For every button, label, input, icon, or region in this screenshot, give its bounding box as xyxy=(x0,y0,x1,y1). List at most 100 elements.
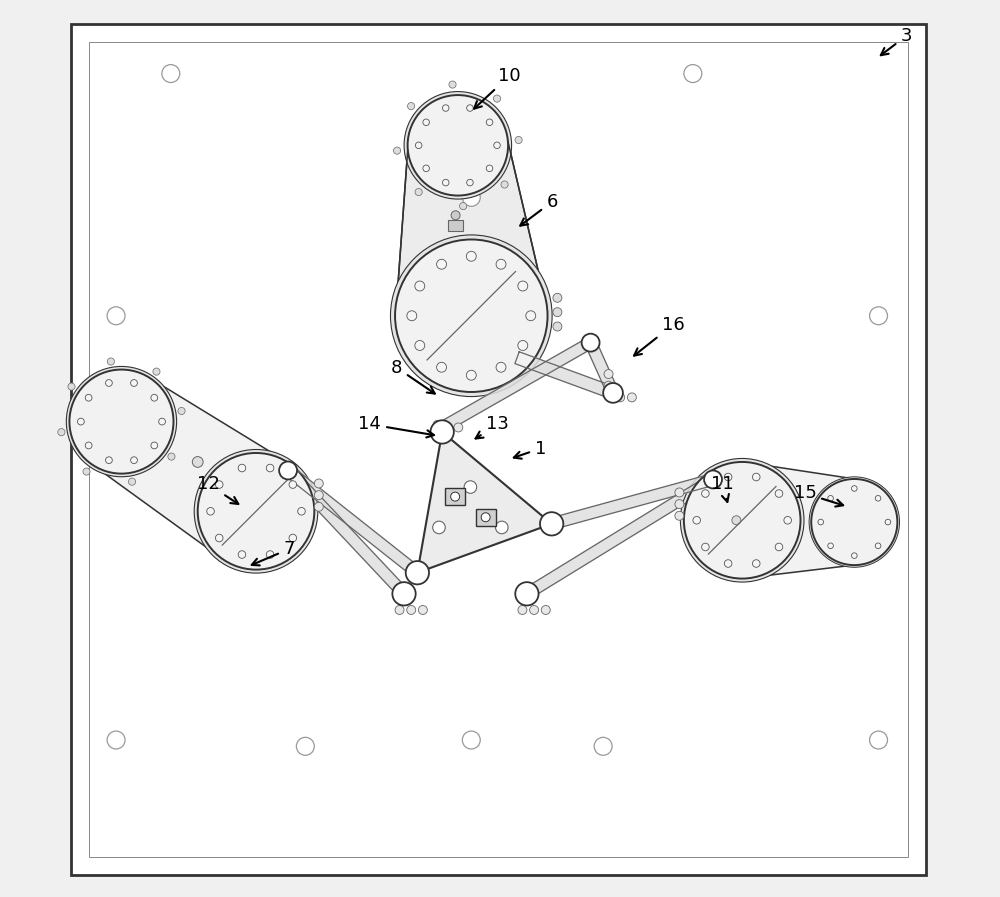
Circle shape xyxy=(58,429,65,436)
Circle shape xyxy=(238,465,246,472)
Circle shape xyxy=(168,453,175,460)
Polygon shape xyxy=(439,337,593,432)
Circle shape xyxy=(192,457,203,467)
Circle shape xyxy=(809,477,900,567)
Circle shape xyxy=(875,543,881,549)
Circle shape xyxy=(702,544,709,551)
Circle shape xyxy=(83,468,90,475)
Bar xyxy=(448,220,463,231)
Circle shape xyxy=(106,379,112,387)
Circle shape xyxy=(518,341,528,351)
Circle shape xyxy=(467,105,473,111)
Circle shape xyxy=(828,495,833,501)
Circle shape xyxy=(131,379,137,387)
Text: 3: 3 xyxy=(881,27,912,56)
Circle shape xyxy=(467,179,473,186)
Circle shape xyxy=(460,203,467,210)
Circle shape xyxy=(530,605,539,614)
Circle shape xyxy=(852,553,857,559)
Circle shape xyxy=(418,605,427,614)
Circle shape xyxy=(481,513,490,522)
Circle shape xyxy=(314,479,323,488)
Circle shape xyxy=(289,481,297,488)
Text: 10: 10 xyxy=(474,67,520,109)
Circle shape xyxy=(870,731,888,749)
Circle shape xyxy=(464,481,477,493)
Circle shape xyxy=(442,179,449,186)
Circle shape xyxy=(466,251,476,261)
Circle shape xyxy=(433,521,445,534)
Circle shape xyxy=(107,307,125,325)
Circle shape xyxy=(162,65,180,83)
Circle shape xyxy=(518,605,527,614)
Circle shape xyxy=(390,235,552,396)
Circle shape xyxy=(194,449,318,573)
Circle shape xyxy=(296,737,314,755)
Circle shape xyxy=(870,307,888,325)
Circle shape xyxy=(451,492,460,501)
Polygon shape xyxy=(93,379,288,560)
Circle shape xyxy=(107,731,125,749)
Circle shape xyxy=(433,432,442,441)
Circle shape xyxy=(78,418,84,425)
Circle shape xyxy=(238,551,246,558)
Circle shape xyxy=(486,165,493,171)
Circle shape xyxy=(494,142,500,149)
Circle shape xyxy=(553,308,562,317)
Circle shape xyxy=(775,490,783,497)
Text: 1: 1 xyxy=(514,440,546,458)
Circle shape xyxy=(266,551,274,558)
Circle shape xyxy=(408,95,508,196)
Bar xyxy=(476,509,496,526)
Circle shape xyxy=(466,370,476,380)
Circle shape xyxy=(675,488,684,497)
Circle shape xyxy=(128,478,136,485)
Circle shape xyxy=(407,605,416,614)
Circle shape xyxy=(496,521,508,534)
Circle shape xyxy=(415,341,425,351)
Circle shape xyxy=(298,508,305,515)
Circle shape xyxy=(704,470,722,489)
Circle shape xyxy=(724,474,732,481)
Circle shape xyxy=(437,259,447,269)
Circle shape xyxy=(85,395,92,401)
Circle shape xyxy=(582,334,600,352)
Circle shape xyxy=(415,188,422,196)
Circle shape xyxy=(604,381,613,390)
Circle shape xyxy=(178,407,185,414)
Circle shape xyxy=(675,511,684,520)
Text: 16: 16 xyxy=(634,316,684,355)
Circle shape xyxy=(449,81,456,88)
Polygon shape xyxy=(741,462,855,579)
Circle shape xyxy=(627,393,636,402)
Circle shape xyxy=(131,457,137,464)
Circle shape xyxy=(818,519,824,525)
Circle shape xyxy=(279,462,297,480)
Circle shape xyxy=(515,136,522,144)
Circle shape xyxy=(69,370,173,474)
Circle shape xyxy=(496,259,506,269)
Polygon shape xyxy=(417,432,552,572)
Circle shape xyxy=(752,474,760,481)
Circle shape xyxy=(106,457,112,464)
Circle shape xyxy=(393,147,401,154)
Circle shape xyxy=(215,481,223,488)
Circle shape xyxy=(442,423,451,432)
Circle shape xyxy=(407,310,417,321)
Circle shape xyxy=(501,181,508,188)
Circle shape xyxy=(207,508,214,515)
Polygon shape xyxy=(550,474,715,529)
Circle shape xyxy=(159,418,165,425)
Polygon shape xyxy=(284,466,421,578)
Bar xyxy=(445,488,465,505)
Circle shape xyxy=(486,119,493,126)
Circle shape xyxy=(423,165,429,171)
Circle shape xyxy=(415,142,422,149)
Circle shape xyxy=(68,383,75,390)
Circle shape xyxy=(153,368,160,375)
Circle shape xyxy=(289,535,297,542)
Circle shape xyxy=(66,367,177,476)
Polygon shape xyxy=(284,466,408,597)
Circle shape xyxy=(541,605,550,614)
Circle shape xyxy=(433,421,442,430)
